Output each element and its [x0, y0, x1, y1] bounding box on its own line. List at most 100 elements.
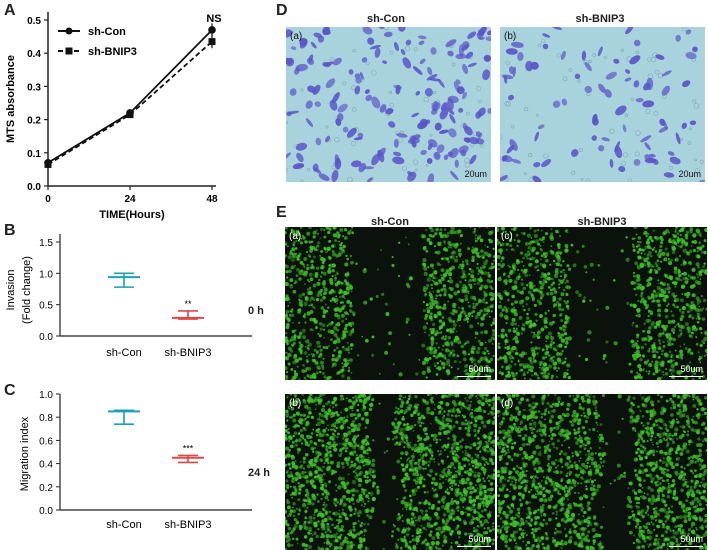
fluor-cell [450, 341, 454, 345]
fluor-cell [320, 469, 324, 473]
fluor-cell [545, 345, 550, 349]
fluor-cell [487, 538, 492, 543]
fluor-cell [696, 250, 699, 253]
stained-cell [429, 78, 441, 82]
membrane-pore [571, 170, 576, 175]
fluor-cell [290, 368, 294, 371]
fluor-cell [311, 354, 315, 358]
fluor-cell [497, 228, 500, 233]
stained-cell [325, 135, 331, 143]
stained-cell [530, 61, 539, 70]
fluor-cell [500, 333, 504, 337]
fluor-cell [425, 376, 428, 379]
stained-cell [322, 61, 331, 68]
fluor-cell [486, 513, 492, 518]
fluor-cell [486, 279, 491, 283]
fluor-cell [684, 277, 688, 280]
fluor-cell [681, 311, 685, 315]
fluor-cell [310, 352, 313, 356]
fluor-cell [483, 307, 488, 312]
fluor-cell [633, 287, 636, 291]
membrane-pore [688, 127, 692, 131]
fluor-cell [468, 446, 473, 450]
fluor-cell [320, 439, 324, 443]
fluor-cell [291, 254, 296, 259]
fluor-cell [473, 474, 477, 478]
stained-cell [682, 80, 691, 88]
fluor-cell [457, 314, 463, 319]
fluor-cell [291, 461, 295, 465]
chart-a-ytick-label: 0.5 [27, 16, 41, 27]
fluor-cell [646, 260, 649, 263]
fluor-cell [560, 338, 566, 343]
fluor-cell [341, 314, 344, 317]
fluor-cell [673, 266, 678, 271]
fluor-cell [492, 354, 495, 358]
fluor-cell [491, 399, 494, 401]
fluor-cell [306, 506, 309, 509]
fluor-cell [437, 533, 440, 537]
fluor-cell [541, 348, 545, 352]
fluor-cell [398, 241, 401, 244]
fluor-cell [453, 499, 456, 503]
panel-e-row-0h: 0 h [248, 305, 264, 317]
fluor-cell [439, 450, 443, 453]
membrane-pore [681, 27, 687, 32]
stained-cell [661, 85, 671, 96]
fluor-cell [362, 394, 367, 398]
fluor-cell [435, 494, 439, 498]
fluor-cell [312, 480, 315, 483]
fluor-cell [639, 375, 643, 380]
fluor-cell [398, 397, 402, 401]
membrane-pore [351, 107, 357, 112]
fluor-cell [532, 335, 536, 339]
fluor-cell [474, 471, 477, 474]
fluor-cell [414, 461, 418, 465]
fluor-cell [482, 297, 486, 301]
fluor-cell [299, 477, 301, 480]
image-tag: (a) [289, 231, 302, 242]
scale-bar-label: 20um [464, 169, 487, 179]
fluor-cell [335, 489, 338, 492]
fluor-cell [566, 407, 570, 411]
fluor-cell [509, 244, 513, 248]
fluor-cell [540, 327, 545, 332]
fluor-cell [581, 509, 583, 512]
fluor-cell [443, 472, 447, 477]
fluor-cell [658, 287, 663, 292]
fluor-cell [326, 538, 329, 541]
fluor-cell [549, 263, 552, 266]
fluor-cell [413, 449, 417, 453]
fluor-cell [555, 466, 558, 469]
fluor-cell [320, 414, 325, 418]
fluor-cell [463, 289, 469, 294]
fluor-cell [332, 252, 336, 257]
fluor-cell [566, 369, 569, 371]
fluor-cell [310, 532, 312, 535]
fluor-cell [688, 443, 691, 446]
panel-label-b: B [4, 222, 16, 239]
fluor-cell [413, 443, 418, 447]
fluor-cell [647, 282, 652, 287]
fluor-cell [472, 247, 475, 250]
fluor-cell [476, 455, 480, 459]
fluor-cell [464, 397, 467, 400]
fluor-cell [522, 256, 525, 260]
fluor-cell [287, 318, 291, 322]
fluor-cell [317, 401, 322, 405]
chart-c-xtick-sh-bnip3: sh-BNIP3 [164, 519, 211, 531]
fluor-cell [482, 434, 486, 438]
fluor-cell [662, 345, 666, 348]
fluor-cell [488, 267, 491, 270]
fluor-cell [302, 467, 306, 470]
fluor-cell [291, 543, 294, 547]
fluor-cell [332, 540, 335, 543]
stain-image-sh-con-cells [286, 27, 491, 182]
fluor-cell [482, 531, 487, 535]
fluor-cell [441, 348, 444, 351]
fluor-cell [470, 350, 474, 354]
stained-cell [458, 107, 464, 113]
fluor-cell [492, 332, 495, 337]
stained-cell [485, 36, 491, 41]
fluor-cell [497, 268, 500, 271]
